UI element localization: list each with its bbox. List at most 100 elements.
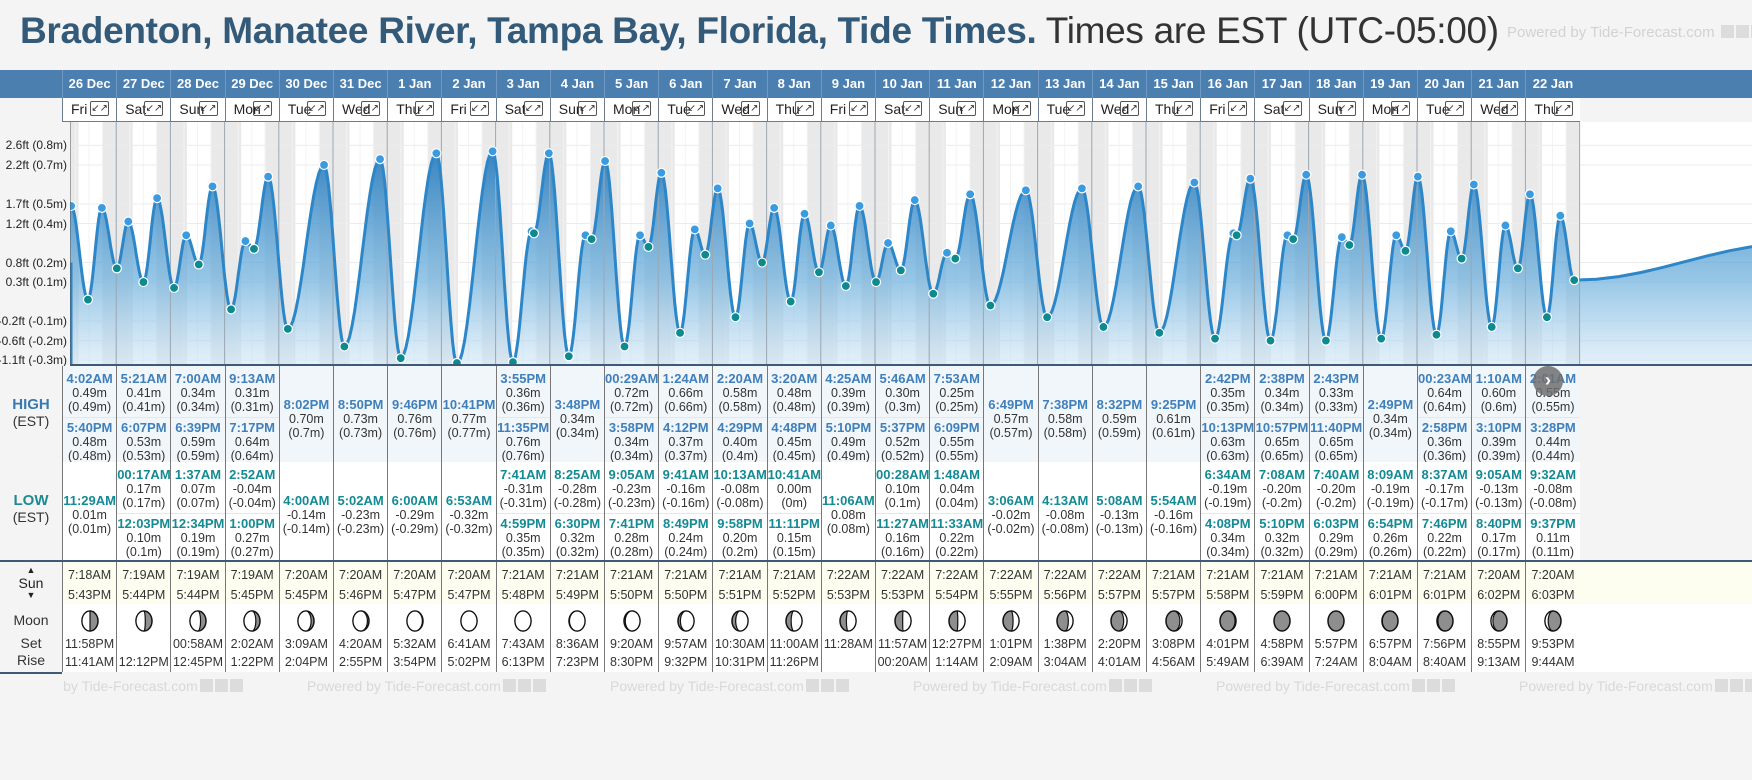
low-tide-point[interactable] bbox=[1098, 321, 1109, 333]
expand-icon[interactable]: ↙↗ bbox=[740, 101, 760, 116]
low-tide-point[interactable] bbox=[1431, 329, 1442, 340]
expand-icon[interactable]: ↙↗ bbox=[361, 101, 381, 116]
high-tide-point[interactable] bbox=[1076, 183, 1088, 194]
low-tide-point[interactable] bbox=[985, 300, 996, 311]
low-tide-point[interactable] bbox=[1042, 312, 1053, 323]
high-tide-point[interactable] bbox=[70, 200, 77, 212]
low-tide-point[interactable] bbox=[1541, 312, 1553, 323]
high-tide-point[interactable] bbox=[1468, 179, 1479, 190]
low-tide-point[interactable] bbox=[870, 276, 882, 288]
low-tide-point[interactable] bbox=[1569, 275, 1580, 286]
low-tide-point[interactable] bbox=[950, 253, 961, 264]
high-tide-point[interactable] bbox=[634, 230, 646, 241]
high-tide-point[interactable] bbox=[263, 171, 274, 182]
expand-icon[interactable]: ↙↗ bbox=[577, 101, 597, 116]
high-tide-point[interactable] bbox=[1445, 226, 1456, 237]
low-tide-point[interactable] bbox=[840, 280, 851, 292]
low-tide-point[interactable] bbox=[339, 341, 350, 352]
high-tide-point[interactable] bbox=[825, 220, 836, 231]
low-tide-point[interactable] bbox=[928, 288, 939, 299]
expand-icon[interactable]: ↙↗ bbox=[1174, 101, 1194, 116]
high-tide-point[interactable] bbox=[431, 148, 442, 159]
low-tide-point[interactable] bbox=[248, 243, 260, 254]
low-tide-point[interactable] bbox=[643, 241, 654, 253]
low-tide-point[interactable] bbox=[138, 276, 149, 288]
high-tide-point[interactable] bbox=[712, 183, 723, 194]
expand-icon[interactable]: ↙↗ bbox=[1065, 101, 1085, 116]
expand-icon[interactable]: ↙↗ bbox=[686, 101, 706, 116]
low-tide-point[interactable] bbox=[82, 294, 94, 305]
high-tide-point[interactable] bbox=[1356, 169, 1368, 180]
expand-icon[interactable]: ↙↗ bbox=[957, 101, 977, 116]
high-tide-point[interactable] bbox=[854, 200, 865, 212]
high-tide-point[interactable] bbox=[123, 216, 134, 227]
high-tide-point[interactable] bbox=[744, 218, 755, 229]
expand-icon[interactable]: ↙↗ bbox=[415, 101, 435, 116]
expand-icon[interactable]: ↙↗ bbox=[1228, 101, 1248, 116]
expand-icon[interactable]: ↙↗ bbox=[794, 101, 814, 116]
high-tide-point[interactable] bbox=[1555, 210, 1566, 221]
expand-icon[interactable]: ↙↗ bbox=[903, 101, 923, 116]
expand-icon[interactable]: ↙↗ bbox=[252, 101, 272, 116]
expand-icon[interactable]: ↙↗ bbox=[469, 101, 489, 116]
low-tide-point[interactable] bbox=[700, 249, 711, 260]
expand-icon[interactable]: ↙↗ bbox=[1445, 101, 1465, 116]
low-tide-point[interactable] bbox=[1456, 253, 1467, 264]
low-tide-point[interactable] bbox=[785, 296, 796, 307]
expand-icon[interactable]: ↙↗ bbox=[198, 101, 218, 116]
low-tide-point[interactable] bbox=[1265, 335, 1276, 346]
low-tide-point[interactable] bbox=[1376, 333, 1387, 344]
high-tide-point[interactable] bbox=[1020, 185, 1031, 196]
high-tide-point[interactable] bbox=[374, 153, 386, 165]
expand-icon[interactable]: ↙↗ bbox=[1282, 101, 1302, 116]
high-tide-point[interactable] bbox=[689, 224, 700, 235]
expand-icon[interactable]: ↙↗ bbox=[523, 101, 543, 116]
low-tide-point[interactable] bbox=[813, 267, 825, 278]
low-tide-point[interactable] bbox=[1486, 321, 1497, 333]
high-tide-point[interactable] bbox=[240, 235, 251, 247]
low-tide-point[interactable] bbox=[1320, 335, 1332, 346]
high-tide-point[interactable] bbox=[882, 237, 894, 249]
high-tide-point[interactable] bbox=[656, 167, 667, 178]
low-tide-point[interactable] bbox=[1154, 327, 1165, 338]
low-tide-point[interactable] bbox=[528, 228, 540, 239]
low-tide-point[interactable] bbox=[1400, 245, 1411, 256]
high-tide-point[interactable] bbox=[1133, 181, 1144, 192]
expand-icon[interactable]: ↙↗ bbox=[1390, 101, 1410, 116]
high-tide-point[interactable] bbox=[96, 202, 107, 213]
expand-icon[interactable]: ↙↗ bbox=[1011, 101, 1031, 116]
expand-icon[interactable]: ↙↗ bbox=[1119, 101, 1139, 116]
low-tide-point[interactable] bbox=[193, 259, 204, 270]
high-tide-point[interactable] bbox=[599, 155, 611, 167]
high-tide-point[interactable] bbox=[152, 193, 163, 204]
low-tide-point[interactable] bbox=[225, 304, 237, 315]
high-tide-point[interactable] bbox=[1412, 171, 1423, 182]
low-tide-point[interactable] bbox=[1288, 234, 1299, 245]
high-tide-point[interactable] bbox=[1391, 230, 1402, 241]
high-tide-point[interactable] bbox=[1500, 220, 1511, 231]
low-tide-point[interactable] bbox=[1209, 333, 1221, 344]
low-tide-point[interactable] bbox=[730, 312, 741, 323]
low-tide-point[interactable] bbox=[111, 263, 122, 274]
high-tide-point[interactable] bbox=[965, 189, 976, 200]
low-tide-point[interactable] bbox=[895, 265, 906, 276]
high-tide-point[interactable] bbox=[941, 247, 953, 258]
high-tide-point[interactable] bbox=[181, 230, 192, 241]
high-tide-point[interactable] bbox=[1524, 189, 1536, 200]
low-tide-point[interactable] bbox=[674, 327, 686, 338]
high-tide-point[interactable] bbox=[543, 148, 554, 159]
high-tide-point[interactable] bbox=[1245, 173, 1256, 184]
low-tide-point[interactable] bbox=[586, 234, 597, 245]
high-tide-point[interactable] bbox=[1189, 177, 1200, 188]
low-tide-point[interactable] bbox=[1344, 239, 1355, 251]
high-tide-point[interactable] bbox=[769, 202, 780, 213]
expand-icon[interactable]: ↙↗ bbox=[632, 101, 652, 116]
expand-icon[interactable]: ↙↗ bbox=[1499, 101, 1519, 116]
low-tide-point[interactable] bbox=[282, 323, 293, 335]
low-tide-point[interactable] bbox=[619, 341, 630, 352]
high-tide-point[interactable] bbox=[318, 159, 330, 171]
expand-icon[interactable]: ↙↗ bbox=[90, 101, 110, 116]
expand-icon[interactable]: ↙↗ bbox=[1336, 101, 1356, 116]
high-tide-point[interactable] bbox=[487, 146, 498, 157]
expand-icon[interactable]: ↙↗ bbox=[1553, 101, 1573, 116]
